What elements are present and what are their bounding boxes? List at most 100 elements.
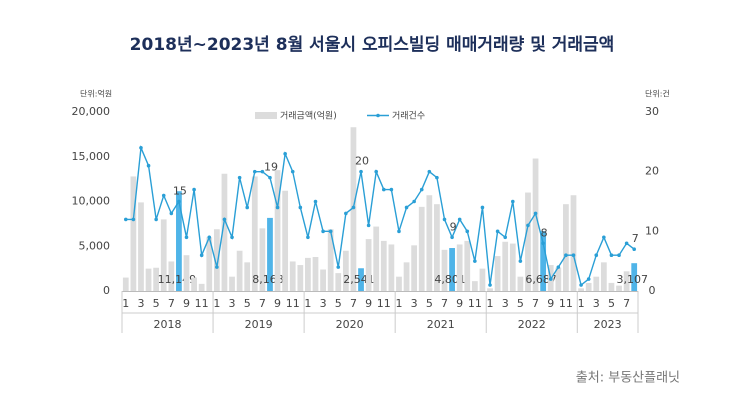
legend-swatch (376, 113, 380, 118)
y2-tick-label: 20 (645, 165, 659, 178)
line-point (473, 259, 477, 263)
y2-tick-label: 30 (645, 105, 659, 118)
bar (198, 283, 205, 291)
x-tick-label: 7 (350, 297, 357, 310)
x-tick-label: 9 (365, 297, 372, 310)
bar (153, 267, 160, 291)
bar (138, 202, 144, 291)
line-point (222, 217, 227, 222)
bar (563, 204, 569, 291)
line-point (381, 187, 386, 192)
line-point (192, 187, 196, 192)
line-point (571, 253, 576, 257)
line-point (336, 265, 341, 269)
bar (623, 271, 630, 291)
x-tick-label: 5 (335, 297, 342, 310)
line-point (533, 211, 538, 216)
line-point (177, 199, 181, 204)
line-point (548, 277, 553, 281)
line-point (260, 169, 265, 174)
bar (555, 267, 562, 291)
line-point (199, 253, 204, 257)
line-value-label: 7 (632, 232, 639, 245)
line-point (184, 235, 189, 240)
bar (221, 173, 228, 291)
legend-label: 거래건수 (392, 111, 425, 122)
x-tick-label: 11 (559, 297, 573, 310)
line-point (344, 211, 348, 216)
line-point (427, 169, 432, 174)
bar (282, 190, 289, 291)
bar-value-label: 3,107 (616, 273, 648, 286)
x-tick-label: 7 (168, 297, 175, 310)
line-point (230, 235, 234, 240)
line-point (503, 235, 508, 240)
bar (297, 265, 304, 291)
y-tick-label: 5,000 (79, 239, 111, 252)
line-point (526, 223, 530, 228)
x-tick-label: 11 (195, 297, 209, 310)
line-point (359, 169, 363, 174)
line-point (313, 199, 318, 204)
x-tick-label: 5 (244, 297, 251, 310)
bar (365, 239, 372, 291)
bar (274, 170, 281, 291)
line-point (245, 205, 250, 210)
bar (509, 243, 516, 291)
x-tick-label: 7 (441, 297, 448, 310)
bar (434, 204, 440, 291)
line-point (252, 169, 257, 174)
line-point (404, 205, 409, 210)
line-point (412, 199, 416, 204)
line-point (518, 259, 523, 263)
bar (441, 249, 448, 291)
x-tick-label: 7 (623, 297, 630, 310)
bar (388, 244, 395, 291)
bar (335, 273, 342, 291)
line-value-label: 9 (450, 220, 457, 233)
bar (312, 256, 319, 291)
bar (236, 250, 243, 291)
bar (259, 228, 266, 291)
x-tick-label: 5 (153, 297, 160, 310)
x-tick-label: 3 (137, 297, 144, 310)
x-tick-label: 11 (286, 297, 300, 310)
bar (289, 261, 296, 291)
bar (327, 229, 334, 291)
bar (267, 217, 273, 291)
x-tick-label: 7 (532, 297, 539, 310)
bar (631, 263, 638, 291)
x-tick-label: 3 (229, 297, 236, 310)
x-tick-label: 3 (502, 297, 509, 310)
x-tick-label: 1 (304, 297, 311, 310)
line-point (131, 217, 136, 222)
line-point (374, 169, 379, 174)
line-point (495, 229, 500, 234)
bar (168, 261, 175, 291)
x-tick-label: 9 (274, 297, 281, 310)
bar (373, 226, 380, 291)
bar (380, 240, 387, 291)
line-value-label: 15 (173, 185, 187, 198)
bar (456, 244, 463, 291)
bar (540, 231, 547, 291)
line-point (579, 283, 583, 287)
bar (251, 176, 258, 291)
line-point (556, 265, 561, 269)
line-point (442, 217, 447, 222)
line-point (488, 283, 492, 287)
y2-unit: 단위:건 (645, 89, 670, 99)
legend-swatch (255, 112, 277, 119)
year-label: 2023 (594, 318, 622, 331)
x-tick-label: 3 (411, 297, 418, 310)
line-point (624, 241, 629, 246)
x-tick-label: 9 (456, 297, 463, 310)
line-point (564, 253, 568, 257)
line-point (290, 169, 295, 174)
line-point (139, 146, 143, 150)
line-point (328, 229, 333, 234)
line-point (154, 217, 158, 222)
bar (494, 256, 501, 291)
y-tick-label: 15,000 (72, 150, 111, 163)
y2-tick-label: 10 (645, 224, 659, 237)
